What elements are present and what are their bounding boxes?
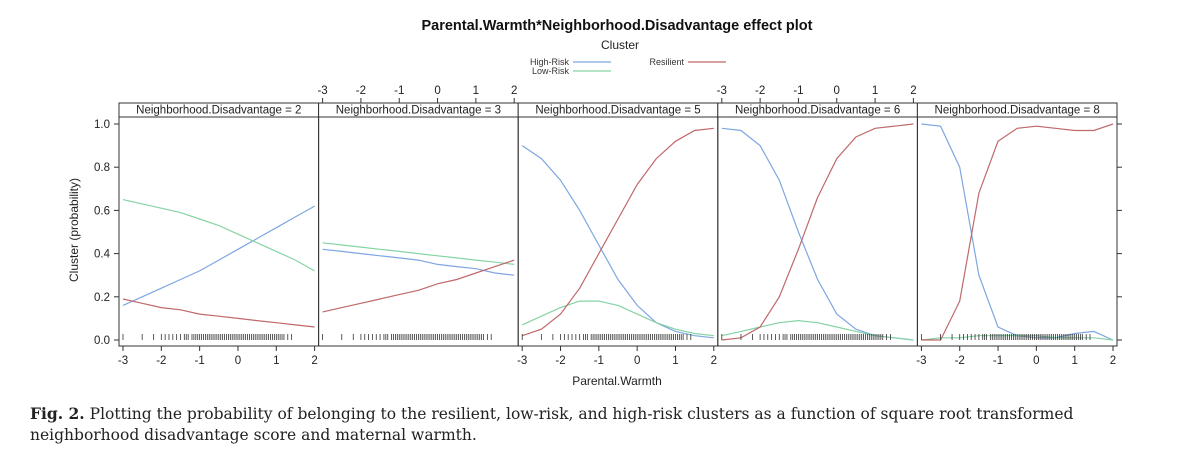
y-tick-label: 1.0: [94, 119, 110, 131]
panel-strip-label: Neighborhood.Disadvantage = 8: [935, 105, 1100, 117]
series-line-high-risk: [122, 205, 315, 306]
panel-4: Neighborhood.Disadvantage = 6: [717, 102, 918, 347]
panel-strip-label: Neighborhood.Disadvantage = 6: [735, 105, 900, 117]
rug: [322, 334, 492, 340]
x-tick-label: -3: [916, 355, 926, 367]
panel-frame: [318, 116, 519, 347]
chart-title: Parental.Warmth*Neighborhood.Disadvantag…: [421, 18, 812, 34]
x-tick-label: 1: [872, 85, 878, 97]
x-tick-label: -2: [955, 355, 965, 367]
x-tick-label: -3: [717, 85, 727, 97]
x-tick-label: 2: [311, 355, 317, 367]
x-tick-label: 0: [235, 355, 241, 367]
panel-5: Neighborhood.Disadvantage = 8: [916, 102, 1118, 347]
series-line-high-risk: [921, 123, 1114, 341]
x-tick-label: 1: [1071, 355, 1077, 367]
x-tick-label: -3: [317, 85, 327, 97]
panel-3: Neighborhood.Disadvantage = 5: [517, 102, 719, 347]
rug: [521, 334, 692, 340]
x-tick-label: 1: [273, 355, 279, 367]
x-tick-label: -1: [993, 355, 1003, 367]
x-tick-label: 1: [672, 355, 678, 367]
x-tick-label: 2: [511, 85, 517, 97]
series-line-low-risk: [721, 319, 914, 341]
x-tick-label: 2: [910, 85, 916, 97]
y-tick-label: 0.2: [94, 292, 110, 304]
caption-label: Fig. 2.: [30, 404, 85, 423]
x-tick-label: 2: [711, 355, 717, 367]
x-tick-label: -1: [594, 355, 604, 367]
rug: [122, 334, 293, 340]
figure-caption: Fig. 2. Plotting the probability of belo…: [30, 403, 1180, 446]
legend-label-low-risk: Low-Risk: [532, 66, 570, 76]
series-line-high-risk: [521, 145, 714, 339]
series-line-low-risk: [122, 199, 315, 272]
series-line-resilient: [921, 123, 1114, 341]
panel-strip-label: Neighborhood.Disadvantage = 5: [535, 105, 700, 117]
y-tick-label: 0.0: [94, 335, 110, 347]
y-tick-label: 0.8: [94, 162, 110, 174]
x-tick-label: -3: [118, 355, 128, 367]
panel-frame: [118, 116, 320, 347]
x-tick-label: 0: [1033, 355, 1039, 367]
x-tick-label: -1: [793, 85, 803, 97]
x-tick-label: 0: [434, 85, 440, 97]
y-axis-label: Cluster (probability): [67, 178, 81, 282]
x-tick-label: -1: [195, 355, 205, 367]
x-axis-label: Parental.Warmth: [572, 374, 662, 388]
x-tick-label: -2: [755, 85, 765, 97]
x-tick-label: 1: [473, 85, 479, 97]
series-line-high-risk: [322, 248, 515, 276]
legend-title: Cluster: [601, 38, 639, 52]
series-line-resilient: [122, 298, 315, 328]
series-line-low-risk: [521, 300, 714, 337]
panel-frame: [517, 116, 719, 347]
panel-1: Neighborhood.Disadvantage = 2: [118, 102, 320, 347]
panel-strip-label: Neighborhood.Disadvantage = 2: [136, 105, 301, 117]
x-tick-label: 0: [634, 355, 640, 367]
rug: [921, 334, 1091, 340]
x-tick-label: -3: [517, 355, 527, 367]
panel-frame: [916, 116, 1118, 347]
x-tick-label: -2: [356, 85, 366, 97]
legend-label-resilient: Resilient: [649, 57, 684, 67]
series-line-low-risk: [322, 242, 515, 265]
x-tick-label: 0: [834, 85, 840, 97]
x-tick-label: -2: [555, 355, 565, 367]
x-tick-label: 2: [1110, 355, 1116, 367]
series-line-resilient: [522, 127, 714, 337]
rug: [721, 334, 891, 340]
series-line-high-risk: [721, 127, 914, 341]
panel-frame: [717, 116, 918, 347]
panel-2: Neighborhood.Disadvantage = 3: [318, 102, 519, 347]
series-line-resilient: [721, 123, 914, 341]
y-tick-label: 0.6: [94, 205, 110, 217]
axes: -3 -2 -1 0 1 2 -3 -2 -1 0 1 2 -3 -2 -1 0 1 2 -3 -2 -1 0 1 2 -3 -2…: [94, 85, 1122, 367]
panel-strip-label: Neighborhood.Disadvantage = 3: [336, 105, 501, 117]
x-tick-label: -1: [394, 85, 404, 97]
caption-text: Plotting the probability of belonging to…: [30, 405, 1074, 444]
x-tick-label: -2: [156, 355, 166, 367]
y-tick-label: 0.4: [94, 249, 111, 261]
series-line-resilient: [322, 259, 515, 313]
legend-label-high-risk: High-Risk: [530, 57, 570, 67]
effect-plot: Parental.Warmth*Neighborhood.Disadvantag…: [67, 18, 1122, 388]
panels: Neighborhood.Disadvantage = 2 Neighborhoo…: [118, 102, 1118, 347]
